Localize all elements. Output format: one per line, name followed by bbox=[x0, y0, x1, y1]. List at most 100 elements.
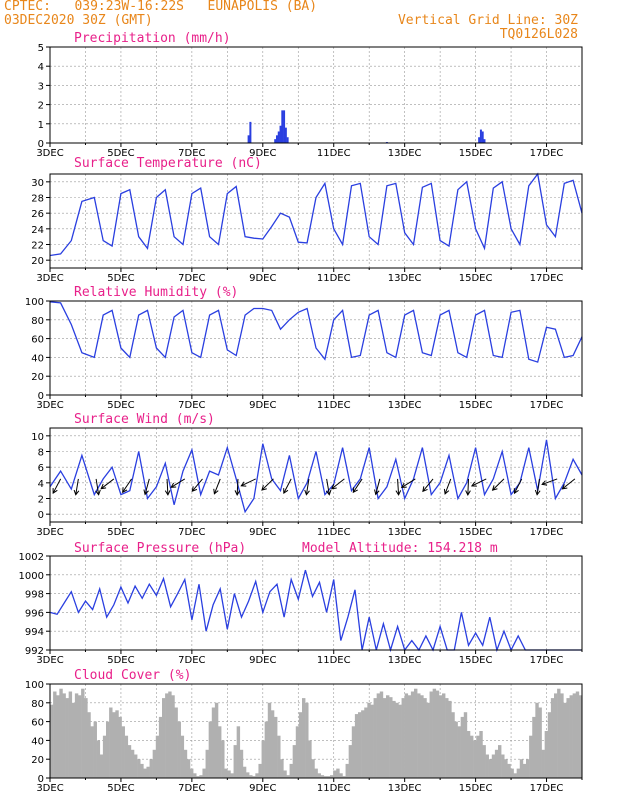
precip-bar bbox=[247, 135, 250, 143]
cloud-bar bbox=[255, 773, 259, 778]
cloud-bar bbox=[445, 698, 449, 778]
cloud-bar bbox=[466, 731, 471, 778]
x-tick-label: 9DEC bbox=[249, 527, 276, 538]
cloud-bar bbox=[401, 698, 405, 778]
cloud-bar bbox=[494, 749, 499, 778]
wind-arrow-head bbox=[395, 490, 402, 496]
panel-frame bbox=[49, 555, 583, 651]
x-tick-label: 11DEC bbox=[317, 400, 351, 411]
wind-arrow bbox=[375, 478, 381, 495]
cloud-bar bbox=[65, 698, 69, 778]
cloud-bar bbox=[84, 698, 88, 778]
panel-frame bbox=[49, 300, 583, 396]
y-tick-label: 20 bbox=[31, 256, 44, 267]
x-tick-label: 11DEC bbox=[317, 273, 351, 284]
cloud-bar bbox=[314, 768, 318, 778]
cloud-bar bbox=[87, 712, 91, 778]
precip-bar bbox=[279, 125, 282, 143]
y-tick-label: 994 bbox=[25, 627, 44, 638]
cloud-bar bbox=[358, 712, 362, 778]
cloud-bar bbox=[180, 735, 185, 778]
cloud-bar bbox=[130, 749, 135, 778]
wind-arrow bbox=[100, 478, 115, 490]
cloud-bar bbox=[578, 695, 583, 778]
cloud-bar bbox=[488, 759, 493, 778]
cloud-bar bbox=[420, 695, 424, 778]
cloud-bar bbox=[392, 700, 396, 778]
cloud-bar bbox=[376, 693, 381, 778]
x-tick-label: 3DEC bbox=[36, 527, 63, 538]
cloud-bar bbox=[168, 691, 172, 778]
cloud-bar bbox=[454, 721, 458, 778]
wind-arrow bbox=[241, 478, 256, 487]
cloud-bar bbox=[196, 776, 200, 778]
cloud-bar bbox=[124, 735, 129, 778]
cloud-bar bbox=[218, 726, 222, 778]
wind-arrow bbox=[283, 478, 292, 494]
cloud-bar bbox=[504, 759, 508, 778]
wind-arrow-head bbox=[491, 485, 498, 491]
cloud-bar bbox=[221, 740, 225, 778]
cloud-bar bbox=[526, 759, 530, 778]
cloud-bar bbox=[479, 731, 483, 778]
cloud-bar bbox=[59, 688, 63, 778]
x-tick-label: 5DEC bbox=[107, 527, 134, 538]
panel-4: Surface Pressure (hPa) Model Altitude: 15… bbox=[19, 541, 583, 666]
wind-arrow-head bbox=[352, 487, 358, 494]
panel-title: Relative Humidity (%) bbox=[74, 285, 238, 300]
wind-arrow bbox=[122, 478, 132, 493]
cloud-bar bbox=[149, 759, 153, 778]
y-tick-label: 28 bbox=[31, 194, 44, 205]
cloud-bar bbox=[323, 776, 328, 778]
cloud-bar bbox=[53, 691, 57, 778]
cloud-bar bbox=[289, 763, 293, 778]
cloud-bar bbox=[382, 698, 387, 778]
cloud-bar bbox=[162, 698, 166, 778]
x-tick-label: 17DEC bbox=[530, 273, 564, 284]
y-tick-label: 2 bbox=[38, 495, 44, 506]
wind-arrow-head bbox=[330, 483, 337, 490]
panel-frame bbox=[49, 683, 583, 779]
precip-bar bbox=[284, 127, 287, 143]
cloud-bar bbox=[435, 690, 440, 778]
y-tick-label: 0 bbox=[38, 139, 44, 150]
wind-arrow bbox=[52, 478, 62, 494]
wind-arrow-head bbox=[191, 486, 198, 492]
y-tick-label: 0 bbox=[38, 774, 44, 785]
y-tick-label: 1000 bbox=[19, 571, 44, 582]
cloud-bar bbox=[535, 702, 539, 778]
wind-arrow bbox=[514, 478, 523, 494]
cloud-bar bbox=[395, 702, 399, 778]
wind-arrow-head bbox=[100, 483, 107, 490]
x-tick-label: 3DEC bbox=[36, 400, 63, 411]
wind-arrow bbox=[422, 478, 434, 492]
cloud-bar bbox=[140, 763, 144, 778]
cloud-bar bbox=[214, 702, 219, 778]
cloud-bar bbox=[183, 749, 188, 778]
cloud-bar bbox=[286, 775, 290, 778]
panel-title: Precipitation (mm/h) bbox=[74, 31, 231, 46]
wind-arrow-head bbox=[283, 488, 289, 495]
cloud-bar bbox=[507, 763, 511, 778]
cloud-bar bbox=[236, 726, 241, 778]
x-tick-label: 15DEC bbox=[459, 148, 493, 159]
precip-bar bbox=[281, 110, 284, 143]
precip-bar bbox=[479, 129, 482, 143]
cloud-bar bbox=[330, 775, 334, 778]
series-line bbox=[49, 439, 583, 514]
x-tick-label: 9DEC bbox=[249, 655, 276, 666]
cloud-bar bbox=[320, 775, 325, 778]
cloud-bar bbox=[308, 740, 312, 778]
x-tick-label: 7DEC bbox=[178, 783, 205, 794]
wind-arrow bbox=[170, 478, 186, 488]
cloud-bar bbox=[519, 759, 524, 778]
x-tick-label: 5DEC bbox=[107, 273, 134, 284]
cloud-bar bbox=[249, 775, 253, 778]
wind-arrow-head bbox=[470, 481, 477, 487]
y-tick-label: 24 bbox=[31, 225, 44, 236]
cloud-bar bbox=[68, 691, 73, 778]
precip-bar bbox=[483, 139, 486, 143]
x-tick-label: 9DEC bbox=[249, 273, 276, 284]
wind-arrow-head bbox=[422, 486, 428, 493]
cloud-bar bbox=[557, 688, 561, 778]
